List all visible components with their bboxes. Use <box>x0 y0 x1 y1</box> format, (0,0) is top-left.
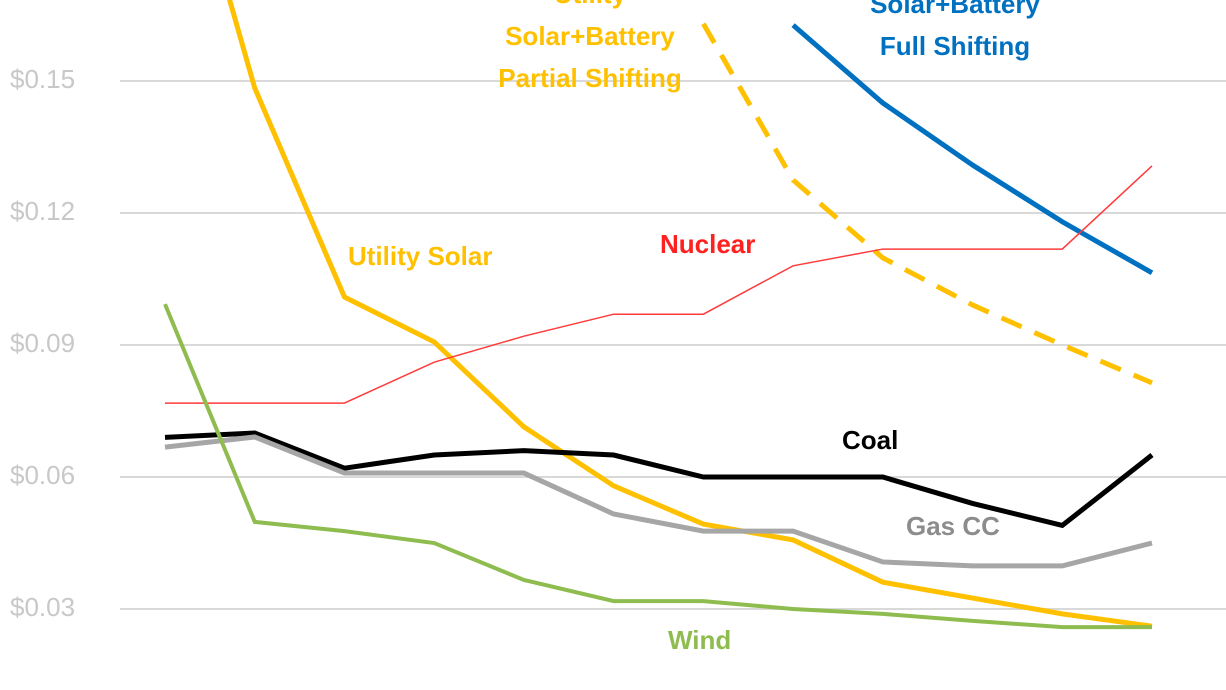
y-tick-label: $0.15 <box>10 64 75 94</box>
series-label: Full Shifting <box>880 31 1030 61</box>
series-line <box>164 430 1154 529</box>
series-label: Partial Shifting <box>498 63 681 93</box>
series-line <box>701 22 1153 386</box>
y-tick-label: $0.06 <box>10 460 75 490</box>
series-label: Solar+Battery <box>870 0 1040 19</box>
series-line <box>227 0 1153 629</box>
series-label: Utility <box>554 0 627 9</box>
y-tick-label: $0.12 <box>10 196 75 226</box>
series-line <box>791 23 1154 276</box>
series-label: Gas CC <box>906 511 1000 541</box>
series-label: Coal <box>842 425 898 455</box>
series-line <box>163 303 1152 630</box>
series-label: Wind <box>668 625 731 655</box>
series-label: Solar+Battery <box>505 21 675 51</box>
series-line <box>165 165 1153 404</box>
y-tick-label: $0.03 <box>10 592 75 622</box>
series-label: Utility Solar <box>348 241 492 271</box>
series-line <box>164 434 1153 569</box>
y-tick-label: $0.09 <box>10 328 75 358</box>
series-label: Nuclear <box>660 229 755 259</box>
